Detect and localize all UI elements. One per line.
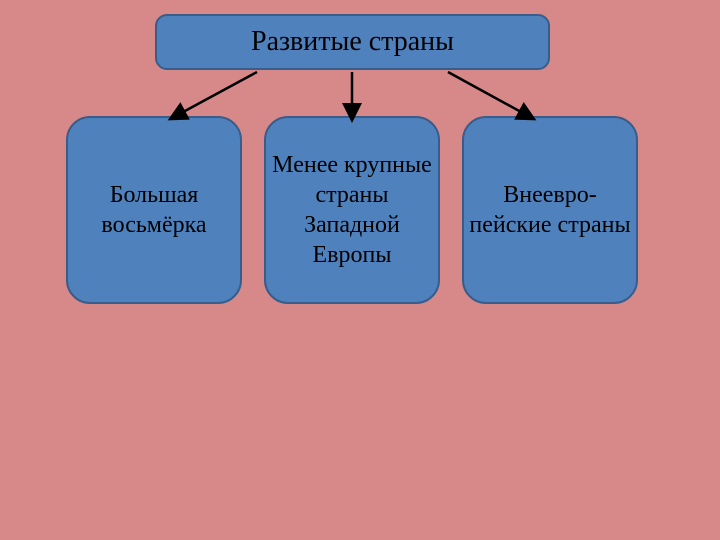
child-node-0: Большая восьмёрка	[66, 116, 242, 304]
child-node-2: Внеевро-пейские страны	[462, 116, 638, 304]
root-node: Развитые страны	[155, 14, 550, 70]
child-node-2-label: Внеевро-пейские страны	[464, 180, 636, 240]
root-node-label: Развитые страны	[251, 26, 454, 58]
arrow-2	[448, 72, 532, 118]
child-node-0-label: Большая восьмёрка	[68, 180, 240, 240]
child-node-1: Менее крупные страны Западной Европы	[264, 116, 440, 304]
arrow-0	[172, 72, 257, 118]
child-node-1-label: Менее крупные страны Западной Европы	[266, 150, 438, 270]
